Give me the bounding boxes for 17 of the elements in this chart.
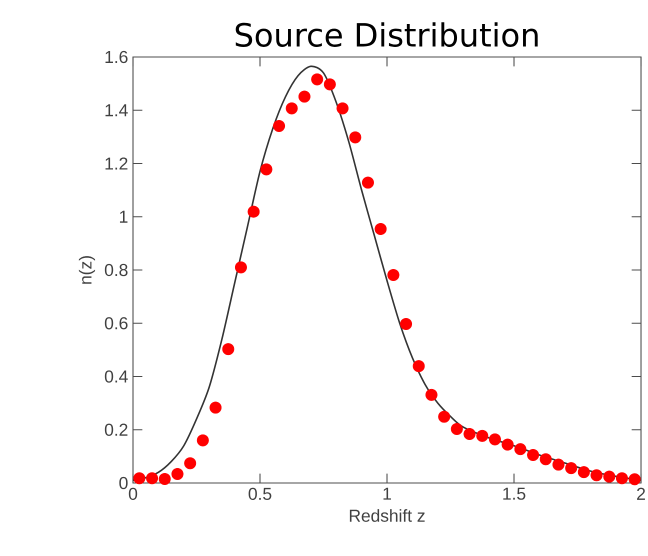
x-tick-label: 0 xyxy=(128,488,138,500)
y-tick-label: 1.4 xyxy=(106,104,128,116)
x-tick-label: 0.5 xyxy=(248,488,272,500)
x-tick-label: 1.5 xyxy=(503,488,526,500)
y-tick-label: 0.4 xyxy=(104,370,128,383)
y-tick-label: 0.6 xyxy=(104,317,128,330)
y-axis-title: n(z) xyxy=(78,256,96,284)
x-axis-title: Redshift z xyxy=(350,509,425,522)
x-tick-label: 1 xyxy=(384,488,391,500)
y-tick-label: 0.8 xyxy=(104,264,128,276)
y-tick-label: 1.6 xyxy=(106,50,128,64)
y-tick-label: 1.2 xyxy=(106,157,128,170)
y-tick-label: 0 xyxy=(119,476,128,490)
y-tick-label: 1 xyxy=(120,210,128,223)
y-tick-label: 0.2 xyxy=(104,424,128,436)
x-tick-label: 2 xyxy=(637,488,645,500)
chart-title: Source Distribution xyxy=(236,22,538,47)
